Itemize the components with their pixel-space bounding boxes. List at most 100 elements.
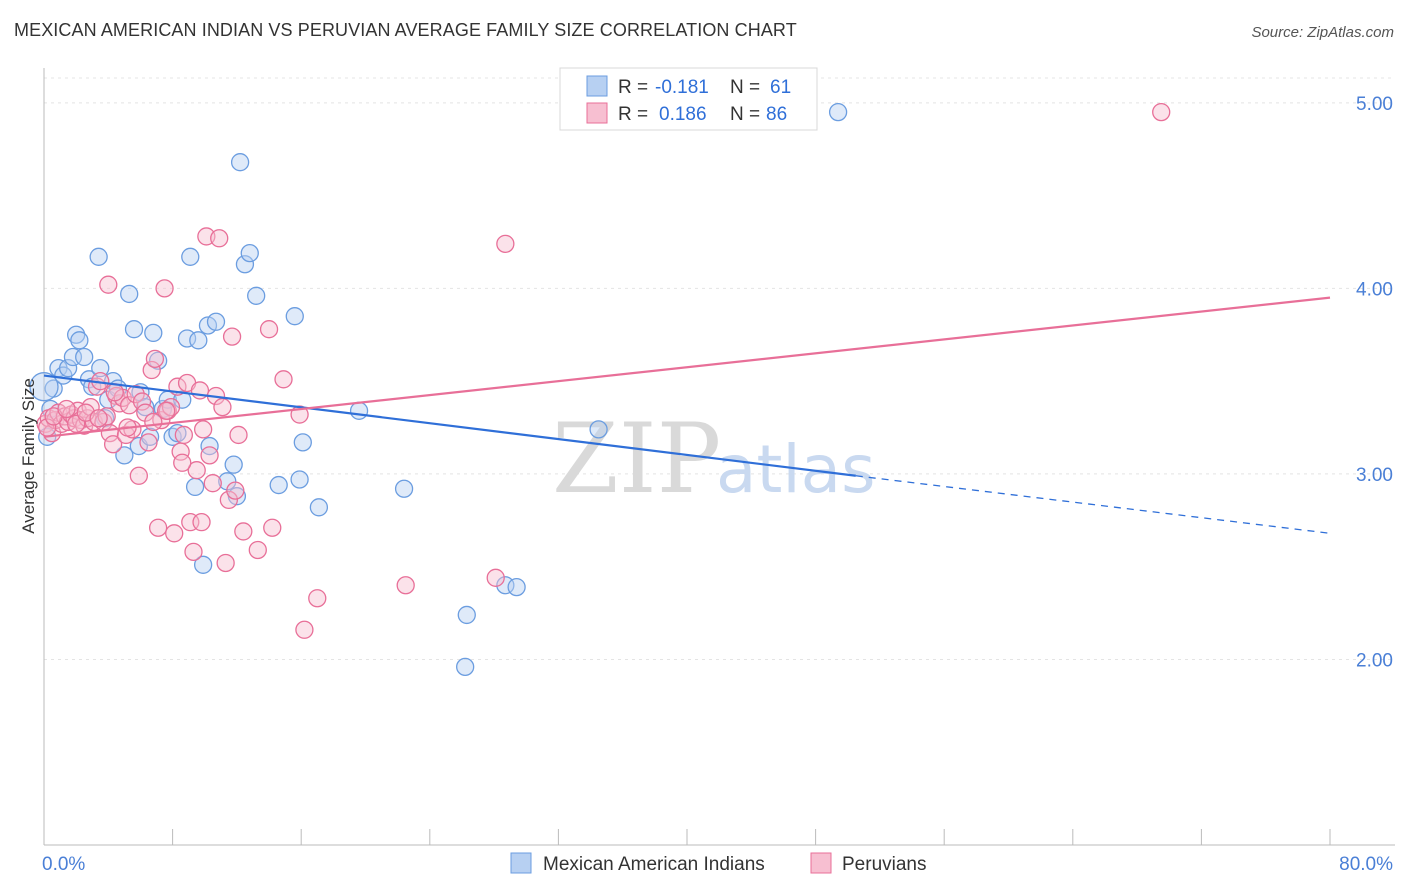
point-s0-25 <box>144 323 163 343</box>
point-s0-58 <box>589 420 608 439</box>
bottom-legend: Mexican American Indians Peruvians <box>510 852 927 875</box>
point-s0-60 <box>29 372 59 402</box>
gridlines <box>44 77 1395 660</box>
point-s1-72 <box>1152 102 1171 122</box>
point-s1-30 <box>132 392 152 411</box>
trendlines <box>43 296 1331 534</box>
point-s1-65 <box>274 370 293 389</box>
point-s1-40 <box>165 524 184 543</box>
point-s0-48 <box>285 307 304 326</box>
point-s0-38 <box>200 436 219 456</box>
point-s1-62 <box>248 540 267 560</box>
legend-r-value-2: 0.186 <box>659 104 707 125</box>
watermark: ZIP atlas <box>552 403 876 515</box>
point-s1-79 <box>105 383 124 402</box>
point-s0-52 <box>349 401 369 420</box>
point-s1-56 <box>216 553 235 573</box>
x-tick-label-0: 0.0% <box>42 854 85 875</box>
point-s0-51 <box>309 498 329 517</box>
point-s1-61 <box>234 522 253 541</box>
point-s1-55 <box>213 397 232 417</box>
point-s0-54 <box>457 605 476 625</box>
point-s0-55 <box>456 657 475 677</box>
y-tick-label-0: 2.00 <box>1356 650 1393 671</box>
point-s1-64 <box>263 518 282 537</box>
point-s1-47 <box>187 461 206 480</box>
bottom-legend-label-blue: Mexican American Indians <box>543 854 765 875</box>
point-s0-57 <box>507 577 526 597</box>
point-s1-78 <box>89 409 108 428</box>
trendline-1 <box>43 296 1331 438</box>
legend-n-value-2: 86 <box>766 104 787 125</box>
point-s0-33 <box>181 247 200 266</box>
point-s1-57 <box>219 490 239 510</box>
point-s0-44 <box>235 255 255 274</box>
point-s1-60 <box>229 425 248 445</box>
point-s1-35 <box>148 518 168 537</box>
y-tick-labels: 2.00 3.00 4.00 5.00 <box>1356 94 1393 672</box>
point-s0-23 <box>136 397 155 417</box>
series-0 <box>29 102 848 677</box>
point-s1-83 <box>173 453 192 472</box>
point-s1-49 <box>193 420 213 439</box>
legend-r-value-1: -0.181 <box>655 77 709 98</box>
point-s1-37 <box>155 279 174 298</box>
point-s1-70 <box>486 568 505 587</box>
point-s0-59 <box>828 102 848 122</box>
point-s1-34 <box>145 349 165 369</box>
point-s0-32 <box>177 329 197 348</box>
point-s1-21 <box>103 435 123 454</box>
point-s1-46 <box>184 542 203 561</box>
point-s0-12 <box>89 247 108 266</box>
x-tick-labels: 0.0% 80.0% <box>42 854 1393 875</box>
axes <box>43 68 1395 846</box>
point-s1-75 <box>57 399 76 419</box>
point-s1-29 <box>129 466 148 485</box>
legend-n-value-1: 61 <box>770 77 791 98</box>
point-s1-82 <box>157 401 176 420</box>
point-s1-63 <box>259 320 279 339</box>
legend: R = -0.181 N = 61 R = 0.186 N = 86 <box>559 67 818 131</box>
legend-r-label-1: R = <box>618 77 648 98</box>
bottom-legend-swatch-blue <box>510 852 532 874</box>
point-s1-85 <box>99 275 118 294</box>
point-s0-5 <box>58 359 78 378</box>
point-s0-26 <box>148 351 168 370</box>
point-s0-9 <box>75 347 94 367</box>
point-s1-59 <box>226 481 245 500</box>
chart-title: MEXICAN AMERICAN INDIAN VS PERUVIAN AVER… <box>14 20 797 40</box>
y-axis-label: Average Family Size <box>19 378 38 534</box>
point-s1-52 <box>203 474 222 493</box>
point-s0-13 <box>91 359 110 378</box>
point-s0-8 <box>70 331 89 350</box>
point-s1-33 <box>142 360 161 380</box>
point-s1-43 <box>174 425 194 445</box>
bottom-legend-swatch-pink <box>810 852 832 874</box>
legend-n-label-1: N = <box>730 77 760 98</box>
point-s0-45 <box>240 243 259 263</box>
legend-n-label-2: N = <box>730 104 760 125</box>
point-s0-19 <box>120 284 139 304</box>
point-s0-47 <box>269 475 288 495</box>
point-s0-49 <box>290 470 309 489</box>
legend-r-label-2: R = <box>618 104 648 125</box>
y-tick-label-3: 5.00 <box>1356 94 1393 115</box>
point-s0-50 <box>293 433 312 452</box>
point-s1-32 <box>139 433 158 452</box>
point-s0-18 <box>115 446 134 465</box>
series-points <box>29 102 1171 677</box>
point-s0-7 <box>67 325 86 344</box>
y-tick-label-1: 3.00 <box>1356 465 1393 486</box>
point-s1-54 <box>210 229 229 248</box>
point-s1-51 <box>200 446 219 465</box>
x-tick-label-1: 80.0% <box>1339 854 1393 875</box>
point-s1-84 <box>192 513 211 532</box>
point-s0-30 <box>168 423 187 443</box>
point-s0-43 <box>230 153 250 172</box>
point-s0-34 <box>185 477 205 497</box>
point-s0-41 <box>224 455 243 474</box>
bottom-legend-label-pink: Peruvians <box>842 854 927 875</box>
legend-swatch-blue <box>586 75 608 97</box>
point-s0-53 <box>394 479 414 498</box>
